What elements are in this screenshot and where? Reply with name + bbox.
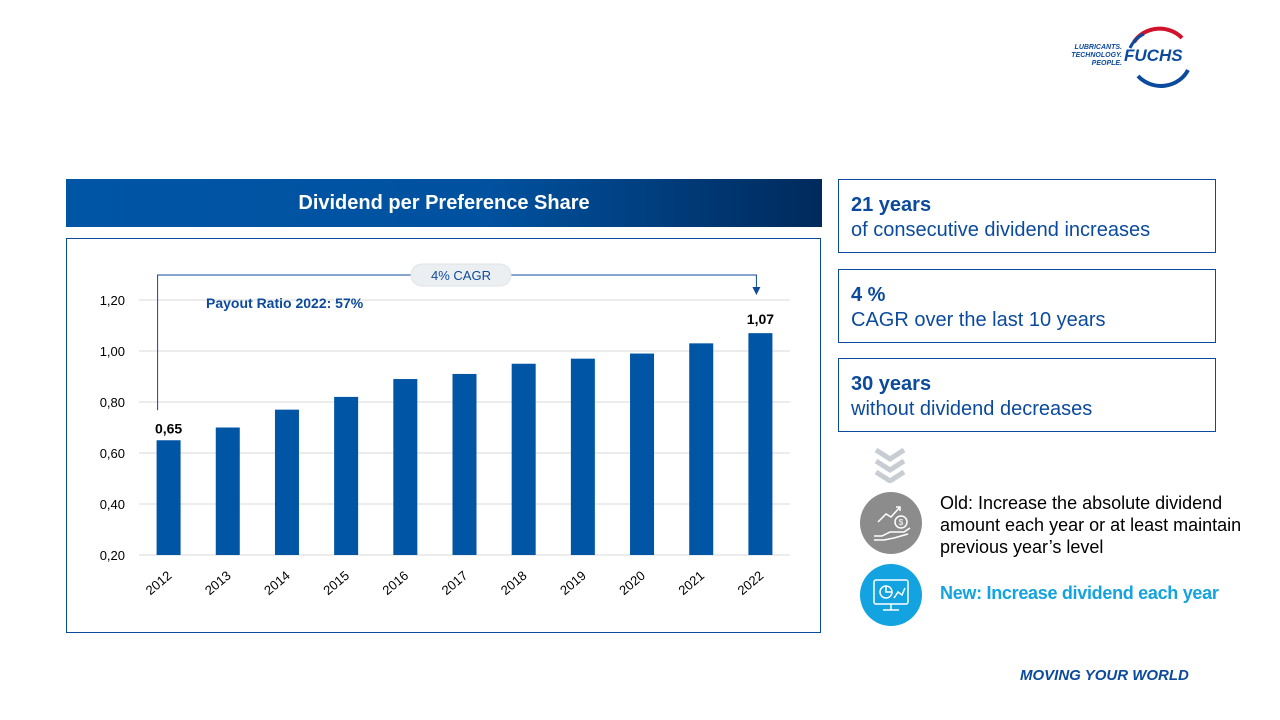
kpi-consecutive-increases: 21 years of consecutive dividend increas… [838, 179, 1216, 253]
x-tick-label: 2016 [379, 568, 411, 598]
x-tick-label: 2017 [439, 568, 471, 598]
kpi-value: 4 % [851, 284, 886, 306]
y-tick-label: 0,40 [100, 497, 125, 512]
logo-tagline: LUBRICANTS. TECHNOLOGY. PEOPLE. [1060, 44, 1122, 68]
logo-arcs-icon [1128, 26, 1190, 88]
footer-slogan: MOVING YOUR WORLD [1020, 667, 1189, 684]
bar [452, 373, 477, 555]
bar [511, 363, 536, 555]
svg-text:$: $ [899, 518, 904, 527]
chevron-down-icon [874, 447, 906, 483]
x-tick-label: 2013 [202, 568, 234, 598]
x-tick-label: 2021 [675, 568, 707, 598]
bar [630, 353, 655, 555]
y-tick-label: 0,60 [100, 446, 125, 461]
kpi-description: CAGR over the last 10 years [851, 309, 1106, 331]
dividend-bar-chart: 0,20 0,40 0,60 0,80 1,00 1,20 2012 2013 2014 2015… [100, 263, 790, 598]
chart-panel: 0,20 0,40 0,60 0,80 1,00 1,20 2012 2013 2014 2015… [66, 238, 821, 633]
x-tick-label: 2018 [498, 568, 530, 598]
fuchs-logo: LUBRICANTS. TECHNOLOGY. PEOPLE. FUCHS [1060, 26, 1205, 92]
x-tick-label: 2015 [320, 568, 352, 598]
x-tick-label: 2022 [735, 568, 767, 598]
y-tick-label: 0,80 [100, 395, 125, 410]
x-tick-label: 2014 [261, 568, 293, 598]
cagr-label: 4% CAGR [431, 268, 491, 283]
x-tick-label: 2012 [143, 568, 175, 598]
data-label-first: 0,65 [155, 420, 182, 436]
old-policy-text: Old: Increase the absolute dividend amou… [940, 493, 1242, 557]
bar [215, 427, 240, 555]
x-tick-label: 2020 [616, 568, 648, 598]
kpi-value: 30 years [851, 373, 932, 395]
tagline-line-1: LUBRICANTS. [1074, 44, 1122, 51]
kpi-description: of consecutive dividend increases [851, 219, 1151, 241]
bar [689, 343, 714, 555]
hand-coin-icon: $ [860, 492, 922, 554]
tagline-line-3: PEOPLE. [1091, 60, 1122, 67]
bar [274, 409, 299, 555]
data-label-last: 1,07 [747, 311, 774, 327]
chart-title: Dividend per Preference Share [298, 192, 590, 214]
bar [570, 358, 595, 555]
tagline-line-2: TECHNOLOGY. [1071, 52, 1122, 59]
x-tick-label: 2019 [557, 568, 589, 598]
kpi-cagr: 4 % CAGR over the last 10 years [838, 269, 1216, 343]
kpi-description: without dividend decreases [851, 398, 1093, 420]
y-tick-label: 0,20 [100, 548, 125, 563]
cagr-pill [410, 263, 512, 287]
cagr-arrowhead [752, 287, 761, 295]
bar [156, 440, 181, 555]
bar [334, 396, 359, 555]
bar [748, 333, 773, 555]
new-policy-text: New: Increase dividend each year [940, 583, 1219, 603]
y-tick-label: 1,20 [100, 293, 125, 308]
kpi-no-decreases: 30 years without dividend decreases [838, 358, 1216, 432]
y-tick-label: 1,00 [100, 344, 125, 359]
kpi-value: 21 years [851, 194, 932, 216]
monitor-chart-icon [860, 564, 922, 626]
chart-header: Dividend per Preference Share [66, 179, 822, 227]
bar [393, 379, 418, 555]
logo-wordmark: FUCHS [1124, 46, 1183, 65]
payout-ratio-annotation: Payout Ratio 2022: 57% [206, 295, 364, 311]
